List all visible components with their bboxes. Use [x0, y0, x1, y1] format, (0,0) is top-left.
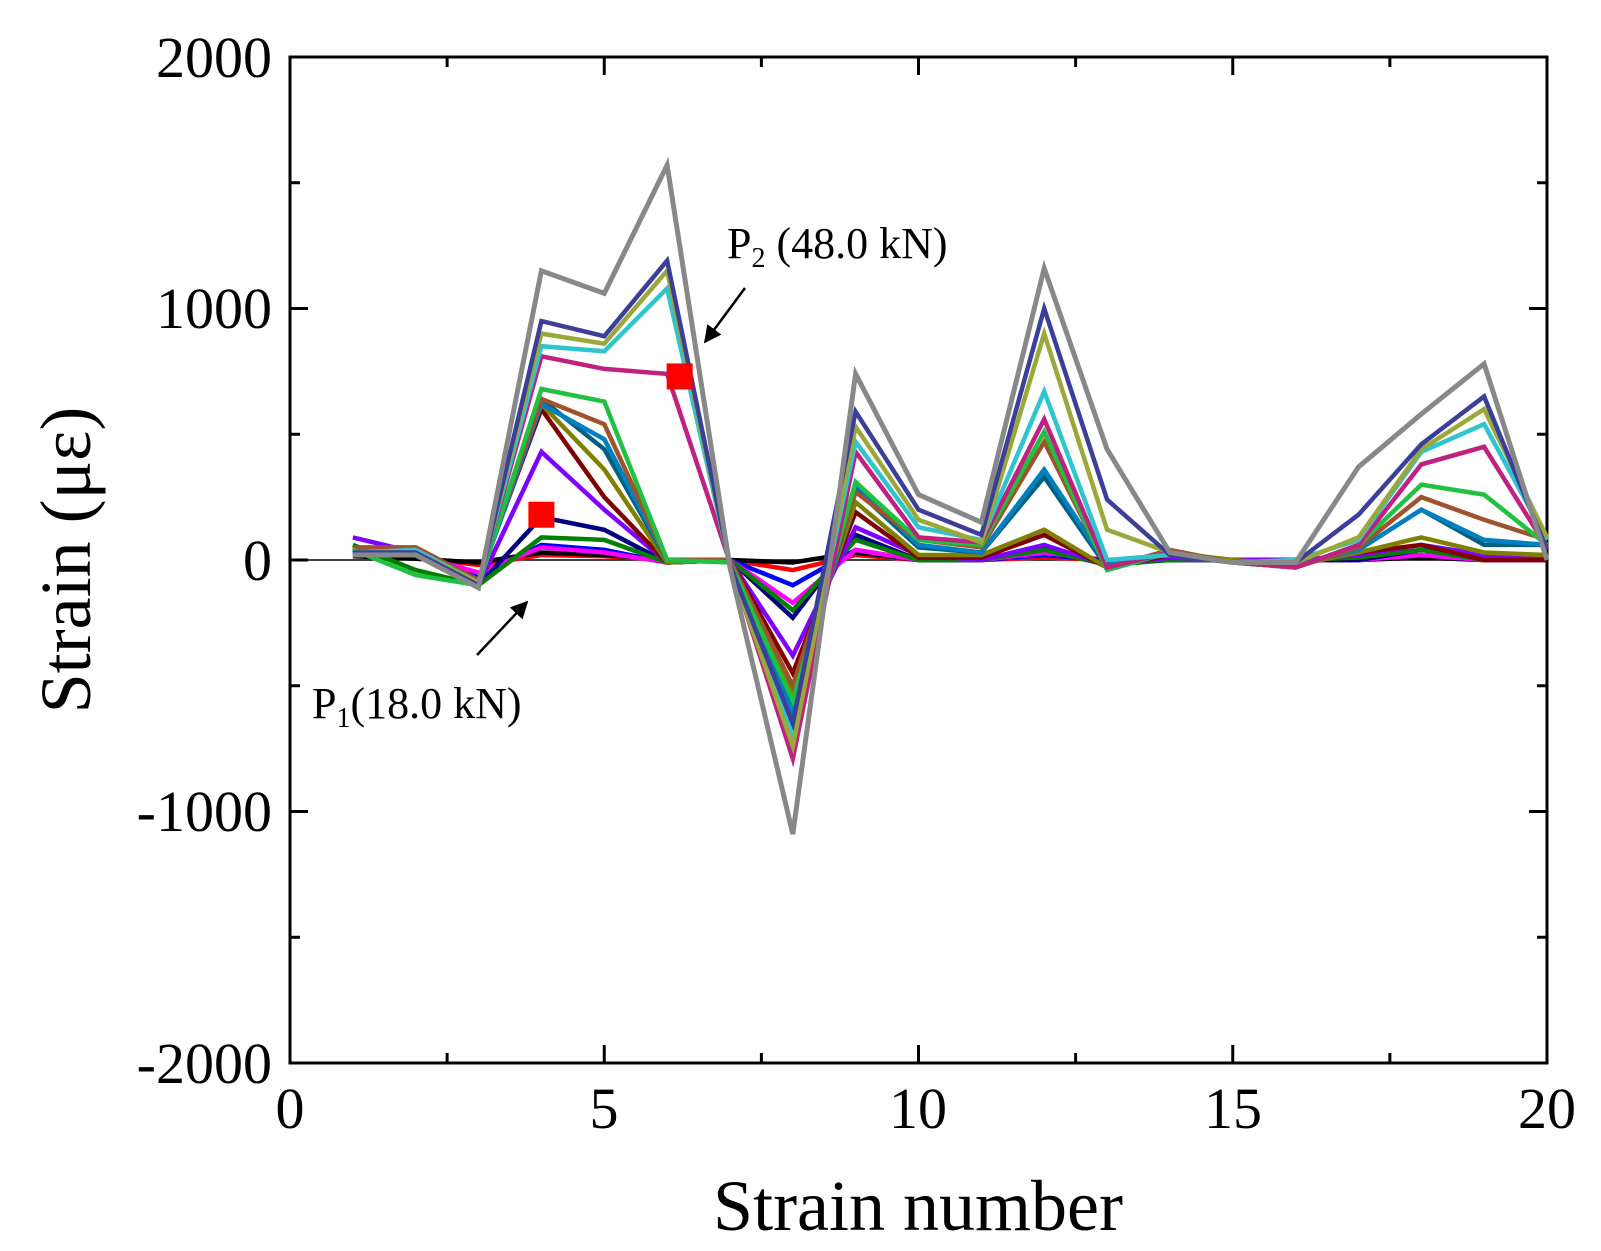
y-tick-label: -1000	[137, 779, 272, 844]
p1-rest: (18.0 kN)	[350, 679, 521, 728]
series-line-load-16	[352, 265, 1550, 755]
x-tick-label: 15	[1204, 1076, 1262, 1141]
p1-subscript: 1	[336, 703, 350, 734]
series-line-load-14	[352, 353, 1549, 768]
x-tick-label: 0	[276, 1076, 305, 1141]
p2-marker	[666, 363, 693, 390]
p1-main: P	[312, 679, 336, 728]
p2-subscript: 2	[751, 243, 765, 274]
x-tick-label: 5	[590, 1076, 619, 1141]
series-line-load-17	[352, 255, 1550, 732]
y-tick-label: 1000	[156, 276, 272, 341]
series-line-load-18	[352, 156, 1550, 835]
p2-annotation: P2 (48.0 kN)	[727, 219, 948, 274]
p1-annotation: P1(18.0 kN)	[312, 679, 522, 734]
y-tick-label: 0	[243, 528, 272, 593]
y-tick-label: -2000	[137, 1031, 272, 1096]
x-tick-label: 10	[889, 1076, 947, 1141]
axis-ticks	[288, 55, 1549, 1065]
p2-main: P	[727, 219, 751, 268]
p1-arrow	[476, 600, 529, 656]
y-tick-labels: -2000 -1000 0 1000 2000	[137, 25, 272, 1096]
x-tick-labels: 0 5 10 15 20	[276, 1076, 1577, 1141]
p2-rest: (48.0 kN)	[765, 219, 947, 268]
y-axis-title: Strain (με)	[26, 407, 106, 714]
x-axis-title: Strain number	[713, 1166, 1123, 1246]
marker-layer	[528, 363, 693, 528]
y-tick-label: 2000	[156, 25, 272, 90]
p2-arrow	[703, 287, 747, 344]
series-layer	[352, 156, 1550, 835]
x-tick-label: 20	[1518, 1076, 1576, 1141]
p1-marker	[528, 501, 555, 528]
